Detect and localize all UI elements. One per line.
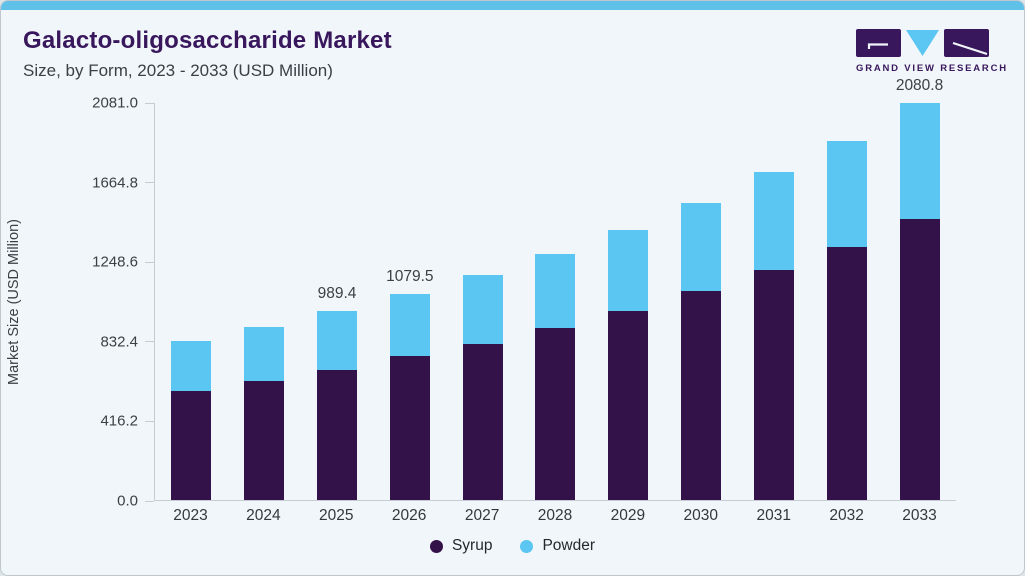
x-tick-label-2026: 2026 [391, 507, 427, 524]
bar-2023 [155, 103, 228, 500]
y-tick-mark [145, 102, 154, 104]
bar-2024-syrup-segment [244, 380, 285, 500]
bar-2028-syrup-segment [535, 327, 576, 500]
bar-2026: 1079.5 [373, 103, 446, 500]
plot-area: 989.4 1079.5 2080.8 [154, 77, 956, 501]
x-tick-label-2029: 2029 [610, 507, 646, 524]
x-tick-label-2025: 2025 [319, 507, 354, 524]
bar-2027 [446, 103, 519, 500]
bar-2025-powder-segment [317, 311, 358, 371]
bar-2031-syrup-segment [753, 270, 794, 500]
x-tick-label-2031: 2031 [756, 507, 791, 524]
bar-2031-powder-segment [753, 172, 794, 271]
bar-2027-syrup-segment [462, 343, 503, 500]
bar-2032-powder-segment [826, 140, 867, 247]
bar-2029-powder-segment [608, 229, 649, 311]
x-tick-label-2023: 2023 [173, 507, 208, 524]
gvr-logo-text: GRAND VIEW RESEARCH [856, 63, 1008, 74]
y-tick-mark [145, 182, 154, 184]
top-accent-bar [1, 1, 1024, 10]
data-label-2025: 989.4 [317, 285, 357, 303]
bar-2030-syrup-segment [681, 291, 722, 500]
bars-row: 989.4 1079.5 2080.8 [155, 77, 956, 500]
y-tick-label-832.4: 832.4 [100, 333, 138, 351]
bar-2033-powder-segment [899, 103, 940, 220]
data-label-2033: 2080.8 [895, 77, 944, 95]
bar-2033-syrup-segment [899, 219, 940, 500]
y-tick-label-416.2: 416.2 [100, 412, 138, 430]
chart-legend: Syrup Powder [1, 537, 1024, 555]
x-tick-label-2024: 2024 [246, 507, 281, 524]
y-axis-title: Market Size (USD Million) [6, 219, 22, 385]
x-tick-label-2030: 2030 [683, 507, 719, 524]
bar-2029-syrup-segment [608, 310, 649, 500]
x-tick-label-2033: 2033 [902, 507, 937, 524]
bar-2023-syrup-segment [171, 390, 212, 500]
y-tick-label-0.0: 0.0 [117, 492, 138, 510]
y-tick-label-2081.0: 2081.0 [92, 94, 138, 112]
x-tick-label-2032: 2032 [829, 507, 864, 524]
bar-2030-powder-segment [681, 202, 722, 292]
bar-2027-powder-segment [462, 275, 503, 344]
y-tick-mark [145, 341, 154, 343]
page-subtitle: Size, by Form, 2023 - 2033 (USD Million) [23, 61, 333, 80]
legend-label-powder: Powder [542, 537, 596, 554]
page-title: Galacto-oligosaccharide Market [23, 27, 392, 54]
x-axis-labels: 2023 2024 2025 2026 2027 2028 2029 2030 2031 2032… [154, 507, 956, 525]
bar-2026-powder-segment [389, 294, 430, 357]
bar-2025: 989.4 [301, 103, 374, 500]
bar-2023-powder-segment [171, 341, 212, 391]
x-tick-label-2027: 2027 [464, 507, 500, 524]
legend-label-syrup: Syrup [451, 537, 493, 554]
y-tick-label-1248.6: 1248.6 [92, 253, 138, 271]
chart-header: Galacto-oligosaccharide Market Size, by … [23, 27, 392, 81]
bar-2025-syrup-segment [317, 370, 358, 500]
y-axis: 0.0 416.2 832.4 1248.6 1664.8 2081.0 [61, 95, 154, 510]
data-label-2026: 1079.5 [386, 268, 434, 286]
legend-dot-powder [520, 539, 534, 553]
bar-2030 [665, 103, 738, 500]
bar-2032 [810, 103, 883, 500]
grand-view-research-logo: GRAND VIEW RESEARCH [856, 29, 1008, 74]
bar-2028 [519, 103, 592, 500]
y-tick-mark [145, 261, 154, 263]
y-tick-mark [145, 500, 154, 502]
bar-2024 [228, 103, 301, 500]
gvr-logo-icon [856, 29, 989, 57]
x-tick-label-2028: 2028 [537, 507, 573, 524]
bar-2032-syrup-segment [826, 246, 867, 500]
bar-2029 [592, 103, 665, 500]
y-tick-mark [145, 420, 154, 422]
bar-2031 [738, 103, 811, 500]
bar-2026-syrup-segment [389, 356, 430, 500]
bar-2028-powder-segment [535, 253, 576, 328]
legend-item-syrup: Syrup [429, 537, 493, 555]
bar-2033: 2080.8 [883, 77, 956, 500]
legend-dot-syrup [429, 539, 443, 553]
legend-item-powder: Powder [520, 537, 595, 555]
bar-2024-powder-segment [244, 326, 285, 381]
y-tick-label-1664.8: 1664.8 [92, 174, 138, 192]
